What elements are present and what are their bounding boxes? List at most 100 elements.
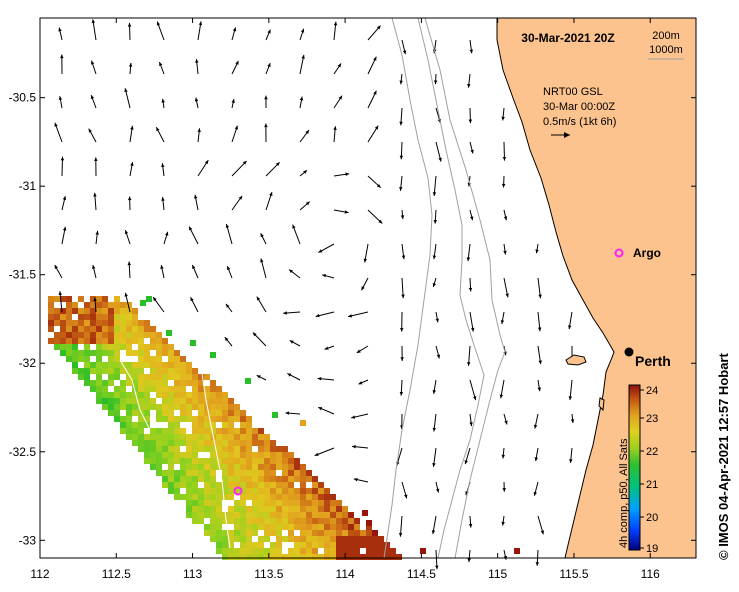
sst-cell	[306, 512, 312, 518]
sst-cell	[258, 464, 264, 470]
sst-cell	[138, 434, 144, 440]
sst-cell	[384, 548, 390, 554]
sst-cell	[300, 420, 306, 426]
current-arrow	[503, 413, 508, 425]
sst-cell	[252, 434, 258, 440]
sst-cell	[198, 476, 204, 482]
sst-cell	[330, 542, 336, 548]
current-arrow	[435, 549, 439, 570]
sst-cell	[96, 326, 102, 332]
current-arrow	[93, 297, 97, 313]
current-arrow	[283, 311, 301, 315]
sst-cell	[246, 494, 252, 500]
current-arrow	[401, 277, 405, 299]
sst-cell	[186, 368, 192, 374]
sst-cell	[102, 338, 108, 344]
sst-cell	[228, 452, 234, 458]
current-vectors	[54, 19, 575, 570]
sst-cell	[390, 548, 396, 554]
sst-cell	[354, 530, 360, 536]
current-arrow	[160, 265, 165, 279]
sst-cell	[144, 446, 150, 452]
sst-cell	[180, 440, 186, 446]
current-arrow	[501, 107, 505, 121]
sst-cell	[144, 320, 150, 326]
sst-cell	[222, 488, 228, 494]
sst-cell	[324, 518, 330, 524]
sst-cell	[294, 458, 300, 464]
sst-cell	[180, 362, 186, 368]
sst-cell	[114, 320, 120, 326]
sst-cell	[168, 416, 174, 422]
sst-cell	[258, 548, 264, 554]
sst-cell	[150, 446, 156, 452]
sst-cell	[204, 512, 210, 518]
current-arrow	[231, 27, 237, 41]
sst-cell	[366, 542, 372, 548]
sst-cell	[360, 530, 366, 536]
sst-cell	[240, 440, 246, 446]
current-arrow	[468, 515, 473, 528]
sst-cell	[108, 380, 114, 386]
sst-cell	[132, 422, 138, 428]
sst-cell	[420, 548, 426, 554]
sst-cell	[174, 428, 180, 434]
sst-cell	[132, 314, 138, 320]
sst-cell	[312, 536, 318, 542]
sst-cell	[288, 482, 294, 488]
sst-cell	[258, 554, 264, 560]
sst-cell	[96, 314, 102, 320]
current-arrow	[317, 376, 335, 381]
sst-cell	[240, 458, 246, 464]
sst-cell	[138, 362, 144, 368]
sst-cell	[378, 554, 384, 560]
sst-cell	[282, 536, 288, 542]
sst-cell	[150, 404, 156, 410]
sst-cell	[210, 440, 216, 446]
sst-cell	[348, 536, 354, 542]
sst-cell	[276, 452, 282, 458]
sst-cell	[216, 506, 222, 512]
sst-cell	[156, 356, 162, 362]
current-arrow	[468, 277, 473, 292]
current-arrow	[252, 332, 267, 347]
sst-cell	[60, 308, 66, 314]
sst-cell	[108, 404, 114, 410]
sst-cell	[144, 356, 150, 362]
sst-cell	[288, 452, 294, 458]
sst-cell	[318, 494, 324, 500]
sst-cell	[372, 536, 378, 542]
sst-cell	[246, 512, 252, 518]
current-arrow	[503, 243, 507, 255]
current-arrow	[128, 62, 133, 75]
current-arrow	[501, 515, 505, 526]
sst-cell	[324, 542, 330, 548]
sst-cell	[48, 302, 54, 308]
current-arrow	[129, 161, 134, 177]
sst-cell	[300, 500, 306, 506]
sst-cell	[198, 422, 204, 428]
sst-cell	[336, 524, 342, 530]
sst-cell	[90, 362, 96, 368]
sst-cell	[120, 332, 126, 338]
sst-cell	[282, 512, 288, 518]
sst-cell	[210, 416, 216, 422]
sst-cell	[192, 398, 198, 404]
sst-cell	[114, 356, 120, 362]
sst-cell	[168, 350, 174, 356]
sst-cell	[294, 536, 300, 542]
sst-cell	[198, 458, 204, 464]
sst-cell	[174, 470, 180, 476]
sst-cell	[312, 542, 318, 548]
sst-cell	[384, 554, 390, 560]
current-legend-line-1: NRT00 GSL	[543, 86, 603, 98]
sst-cell	[192, 482, 198, 488]
sst-cell	[288, 470, 294, 476]
lon-tick-label: 116	[641, 567, 660, 581]
sst-cell	[300, 494, 306, 500]
sst-cell	[228, 488, 234, 494]
sst-cell	[168, 410, 174, 416]
current-arrow	[435, 345, 441, 359]
current-arrow	[231, 125, 238, 143]
sst-cell	[240, 482, 246, 488]
